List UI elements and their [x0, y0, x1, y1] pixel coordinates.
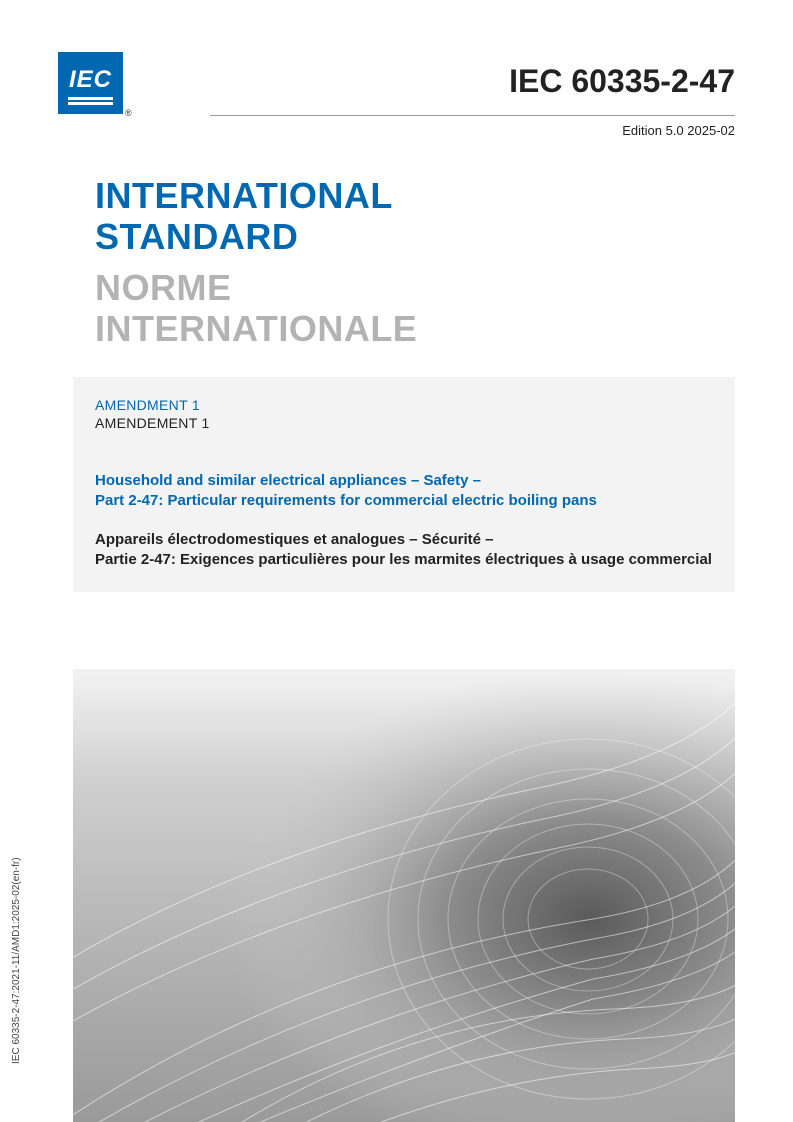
iec-logo-text: IEC	[69, 66, 112, 94]
amendment-label-en: AMENDMENT 1	[95, 397, 713, 413]
title-fr-line1: NORME	[95, 267, 417, 308]
subtitle-fr: Appareils électrodomestiques et analogue…	[95, 530, 713, 571]
title-en-line1: INTERNATIONAL	[95, 175, 393, 216]
iec-logo-lines-icon	[68, 97, 113, 100]
title-fr-line2: INTERNATIONALE	[95, 308, 417, 349]
subtitle-fr-line1: Appareils électrodomestiques et analogue…	[95, 530, 713, 550]
subtitle-en: Household and similar electrical applian…	[95, 471, 713, 512]
amendment-label-fr: AMENDEMENT 1	[95, 415, 713, 431]
subtitle-en-line1: Household and similar electrical applian…	[95, 471, 713, 491]
header-divider	[210, 115, 735, 116]
subtitle-fr-line2: Partie 2-47: Exigences particulières pou…	[95, 550, 713, 570]
page-root: IEC ® IEC 60335-2-47 Edition 5.0 2025-02…	[0, 0, 793, 1122]
spine-reference: IEC 60335-2-47:2021-11/AMD1:2025-02(en-f…	[11, 857, 22, 1064]
main-title-fr: NORME INTERNATIONALE	[95, 267, 417, 350]
title-en-line2: STANDARD	[95, 216, 393, 257]
swirl-lines-icon	[73, 669, 735, 1122]
subtitle-en-line2: Part 2-47: Particular requirements for c…	[95, 491, 713, 511]
edition-text: Edition 5.0 2025-02	[622, 123, 735, 138]
registered-mark: ®	[125, 108, 132, 118]
document-number: IEC 60335-2-47	[509, 63, 735, 100]
main-title-en: INTERNATIONAL STANDARD	[95, 175, 393, 258]
content-panel: AMENDMENT 1 AMENDEMENT 1 Household and s…	[73, 377, 735, 592]
cover-graphic	[73, 669, 735, 1122]
iec-logo: IEC	[58, 52, 123, 114]
